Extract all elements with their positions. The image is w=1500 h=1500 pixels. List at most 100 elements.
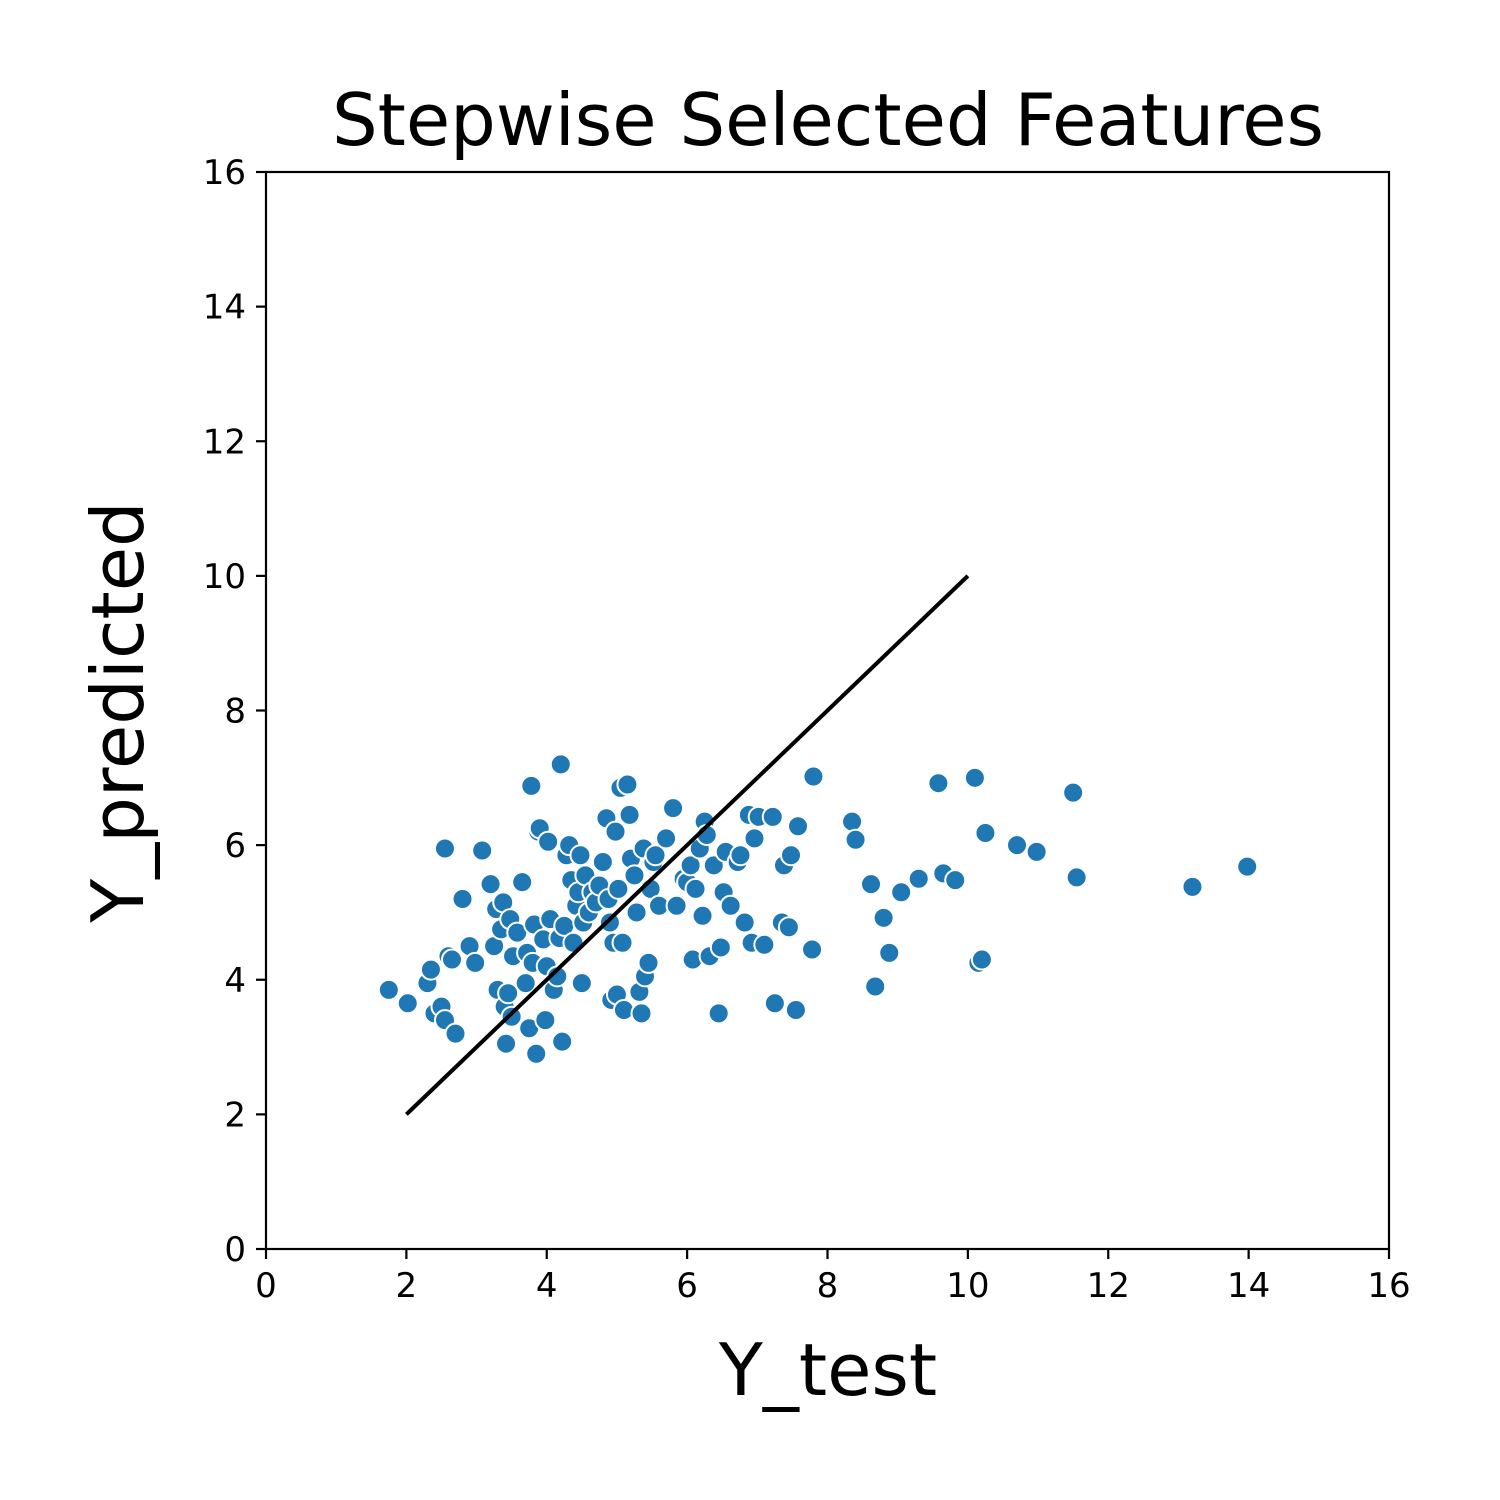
data-point: [520, 774, 543, 797]
x-tick-label: 6: [676, 1266, 698, 1306]
y-tick-label: 4: [224, 961, 246, 1001]
data-point: [598, 911, 621, 934]
data-point: [890, 881, 913, 904]
data-point: [511, 871, 534, 894]
data-point: [1065, 866, 1088, 889]
x-tick-label: 10: [946, 1266, 989, 1306]
data-point: [927, 772, 950, 795]
data-point: [691, 904, 714, 927]
data-point: [1236, 855, 1259, 878]
data-point: [644, 844, 667, 867]
data-point: [612, 999, 635, 1022]
data-point: [591, 850, 614, 873]
data-point: [396, 992, 419, 1015]
y-tick-label: 12: [203, 422, 246, 462]
x-axis-label: Y_test: [718, 1328, 937, 1412]
data-point: [864, 975, 887, 998]
data-point: [679, 854, 702, 877]
data-point: [944, 869, 967, 892]
data-point: [860, 873, 883, 896]
x-tick-label: 2: [396, 1266, 418, 1306]
x-tick-label: 4: [536, 1266, 558, 1306]
data-point: [525, 1042, 548, 1065]
data-point: [611, 931, 634, 954]
data-point: [604, 820, 627, 843]
reference-line: [404, 574, 970, 1116]
data-point: [514, 972, 537, 995]
data-point: [637, 951, 660, 974]
y-tick-label: 0: [224, 1230, 246, 1270]
data-point: [444, 1022, 467, 1045]
data-point: [878, 941, 901, 964]
axes: 0 2 4 6 8 10 12 14 16 0 2 4 6 8 10 12 14 16: [203, 153, 1411, 1306]
data-point: [970, 948, 993, 971]
data-point: [1062, 781, 1085, 804]
data-point: [907, 867, 930, 890]
data-point: [763, 992, 786, 1015]
data-point: [841, 810, 864, 833]
data-point: [780, 844, 803, 867]
data-point: [551, 1030, 574, 1053]
data-point: [534, 1009, 557, 1032]
y-axis-label: Y_predicted: [76, 501, 160, 924]
y-tick-label: 10: [203, 557, 246, 597]
data-point: [974, 822, 997, 845]
data-point: [623, 864, 646, 887]
data-point: [495, 1032, 518, 1055]
data-point: [616, 773, 639, 796]
data-point: [569, 844, 592, 867]
data-point: [497, 982, 520, 1005]
data-point: [549, 753, 572, 776]
data-point: [733, 911, 756, 934]
data-point: [684, 877, 707, 900]
plot-marks: [377, 574, 1259, 1116]
x-tick-label: 16: [1367, 1266, 1410, 1306]
data-point: [743, 827, 766, 850]
data-point: [618, 803, 641, 826]
data-point: [1006, 834, 1029, 857]
data-point: [655, 827, 678, 850]
data-point: [419, 958, 442, 981]
x-tick-label: 12: [1087, 1266, 1130, 1306]
y-tick-label: 14: [203, 288, 246, 328]
data-point: [464, 951, 487, 974]
data-point: [625, 901, 648, 924]
data-point: [570, 972, 593, 995]
data-point: [479, 873, 502, 896]
data-point: [707, 1002, 730, 1025]
data-point: [433, 837, 456, 860]
y-tick-label: 16: [203, 153, 246, 193]
data-point: [377, 978, 400, 1001]
data-point: [607, 877, 630, 900]
data-point: [440, 948, 463, 971]
data-point: [537, 830, 560, 853]
data-point: [451, 887, 474, 910]
data-point: [787, 815, 810, 838]
data-point: [963, 766, 986, 789]
x-tick-label: 8: [817, 1266, 839, 1306]
data-point: [662, 797, 685, 820]
data-point: [546, 965, 569, 988]
x-tick-label: 0: [255, 1266, 277, 1306]
data-point: [753, 933, 776, 956]
chart-title: Stepwise Selected Features: [332, 78, 1324, 162]
y-tick-label: 6: [224, 826, 246, 866]
y-tick-label: 2: [224, 1095, 246, 1135]
data-point: [802, 765, 825, 788]
x-tick-label: 14: [1227, 1266, 1270, 1306]
data-point: [1025, 840, 1048, 863]
data-point: [471, 839, 494, 862]
data-point: [729, 844, 752, 867]
data-point: [709, 936, 732, 959]
data-point: [784, 999, 807, 1022]
data-point: [630, 1002, 653, 1025]
data-point: [500, 1005, 523, 1028]
data-point: [872, 906, 895, 929]
data-point: [761, 805, 784, 828]
data-point: [777, 916, 800, 939]
data-point: [801, 938, 824, 961]
data-point: [844, 828, 867, 851]
data-point: [719, 894, 742, 917]
y-tick-label: 8: [224, 692, 246, 732]
